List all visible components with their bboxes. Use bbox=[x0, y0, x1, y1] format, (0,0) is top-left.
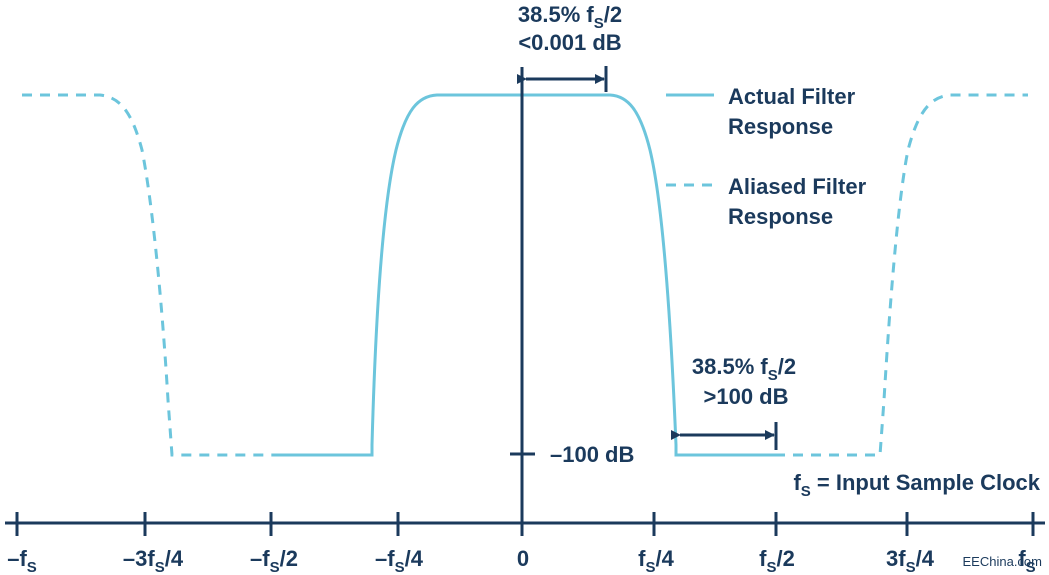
legend: Actual Filter Response Aliased Filter Re… bbox=[666, 84, 867, 229]
stopband-value-label: >100 dB bbox=[704, 384, 789, 409]
passband-annotation: 38.5% fS/2 <0.001 dB bbox=[517, 2, 622, 92]
tick-label-3fs4: 3fS/4 bbox=[886, 546, 935, 575]
stopband-annotation: 38.5% fS/2 >100 dB bbox=[671, 354, 796, 450]
tick-label-neg-3fs4: –3fS/4 bbox=[123, 546, 184, 575]
tick-label-neg-fs2: –fS/2 bbox=[250, 546, 298, 575]
tick-label-zero: 0 bbox=[517, 546, 529, 571]
legend-aliased-line2: Response bbox=[728, 204, 833, 229]
tick-label-fs4: fS/4 bbox=[638, 546, 674, 575]
aliased-filter-curve-left bbox=[22, 93, 275, 457]
tick-label-fs2: fS/2 bbox=[759, 546, 795, 575]
tick-labels: –fS –3fS/4 –fS/2 –fS/4 0 fS/4 fS/2 3fS/4… bbox=[7, 546, 1035, 575]
level-label: –100 dB bbox=[550, 442, 634, 467]
watermark: EEChina.com bbox=[963, 554, 1042, 569]
tick-marks bbox=[15, 512, 1035, 536]
passband-value-label: <0.001 dB bbox=[518, 30, 621, 55]
legend-actual-line2: Response bbox=[728, 114, 833, 139]
actual-filter-curve bbox=[275, 93, 775, 457]
stopband-percent-label: 38.5% fS/2 bbox=[692, 354, 796, 384]
aliased-filter-curve-right bbox=[775, 93, 1028, 457]
tick-label-fs: fS bbox=[1018, 546, 1035, 575]
tick-label-neg-fs: –fS bbox=[7, 546, 37, 575]
legend-aliased-line1: Aliased Filter bbox=[728, 174, 867, 199]
passband-percent-label: 38.5% fS/2 bbox=[518, 2, 622, 32]
tick-label-neg-fs4: –fS/4 bbox=[375, 546, 424, 575]
sample-clock-note: fS = Input Sample Clock bbox=[793, 470, 1040, 500]
legend-actual-line1: Actual Filter bbox=[728, 84, 856, 109]
